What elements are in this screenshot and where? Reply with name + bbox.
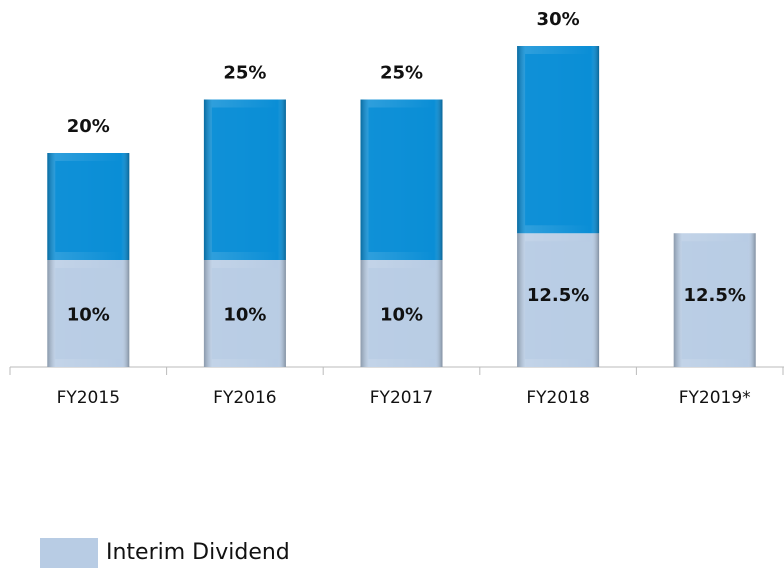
total-label: 25%: [380, 63, 423, 84]
legend-swatch: [40, 538, 98, 568]
bar-face: [211, 107, 278, 252]
value-label: 12.5%: [527, 285, 589, 306]
bar-face: [55, 268, 122, 359]
x-tick-label: FY2018: [526, 388, 589, 408]
total-label: 20%: [67, 116, 110, 137]
value-label: 12.5%: [683, 285, 745, 306]
bar-face: [525, 241, 592, 359]
x-tick-label: FY2019*: [679, 388, 751, 408]
x-tick-label: FY2015: [57, 388, 120, 408]
value-label: 10%: [67, 305, 110, 326]
bar-face: [55, 161, 122, 252]
x-tick-label: FY2016: [213, 388, 276, 408]
legend-label: Interim Dividend: [106, 540, 290, 565]
bar-face: [368, 107, 435, 252]
bar-face: [525, 54, 592, 226]
bar-face: [681, 241, 748, 359]
total-label: 30%: [537, 9, 580, 30]
bar-face: [368, 268, 435, 359]
value-label: 10%: [223, 305, 266, 326]
x-tick-label: FY2017: [370, 388, 433, 408]
bar-face: [211, 268, 278, 359]
value-label: 10%: [380, 305, 423, 326]
total-label: 25%: [223, 63, 266, 84]
